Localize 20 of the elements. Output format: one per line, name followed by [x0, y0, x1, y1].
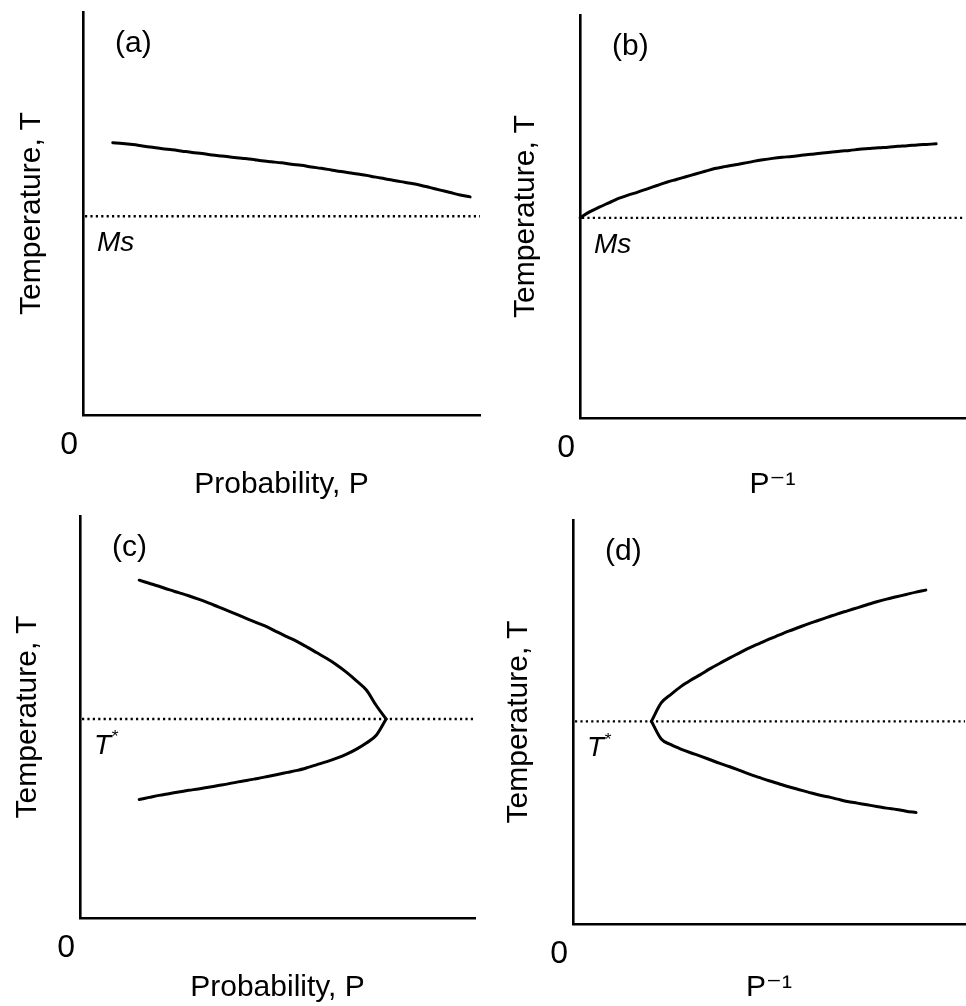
y-axis-title: Temperature, T — [13, 112, 47, 315]
text: 0 — [57, 927, 75, 964]
chart-title: (d) — [605, 533, 642, 566]
text: 0 — [550, 933, 568, 970]
y-axis-title: Temperature, T — [9, 615, 43, 819]
ref-line-label: T* — [587, 728, 613, 763]
ref-line-label: Ms — [594, 227, 632, 259]
chart-title: (b) — [612, 28, 649, 61]
chart-title: (c) — [112, 529, 147, 562]
x-axis-title: P⁻¹ — [746, 969, 792, 1003]
text: 0 — [557, 427, 575, 464]
y-axis-title: Temperature, T — [507, 115, 541, 318]
text: 0 — [60, 424, 78, 461]
x-axis-title: P⁻¹ — [749, 466, 796, 500]
chart-title: (a) — [115, 25, 152, 58]
x-axis-title: Probability, P — [194, 466, 369, 500]
y-axis-title: Temperature, T — [500, 620, 534, 824]
x-axis-title: Probability, P — [190, 969, 365, 1003]
ref-line-label: T* — [94, 726, 120, 761]
ref-line-label: Ms — [97, 226, 135, 258]
